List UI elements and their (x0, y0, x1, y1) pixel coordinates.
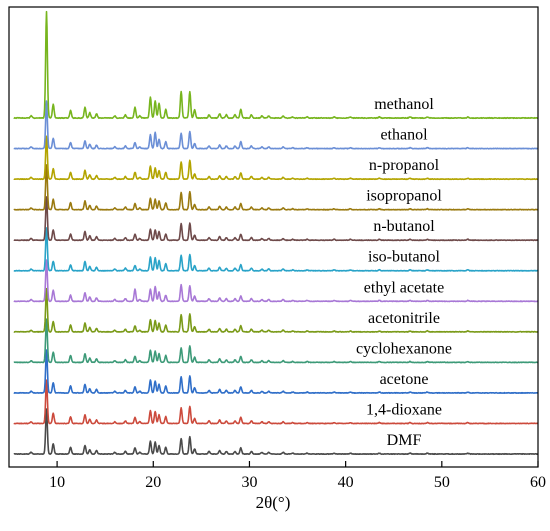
series-label: DMF (387, 432, 422, 449)
xrd-pattern-dmf (13, 408, 539, 456)
xrd-pattern-1-4-dioxane (13, 379, 539, 425)
series-label: acetonitrile (368, 310, 440, 327)
xrd-pattern-cyclohexanone (13, 318, 539, 364)
series-label: acetone (380, 371, 429, 388)
x-tick-label: 20 (145, 474, 161, 491)
series-label: n-propanol (369, 157, 440, 174)
xrd-pattern-ethyl-acetate (13, 259, 539, 303)
x-tick-layer: 10 20 30 40 50 60 (49, 461, 546, 491)
x-tick-label: 50 (434, 474, 450, 491)
xrd-pattern-n-propanol (13, 135, 539, 181)
xrd-pattern-acetonitrile (13, 287, 539, 333)
xrd-pattern-isopropanol (13, 164, 539, 211)
xrd-pattern-methanol (13, 10, 539, 120)
x-tick-label: 10 (49, 474, 65, 491)
series-label: ethyl acetate (364, 279, 444, 296)
x-tick-label: 30 (241, 474, 257, 491)
series-label: 1,4-dioxane (366, 401, 442, 418)
xrd-pattern-ethanol (13, 100, 539, 150)
xrd-pattern-n-butanol (13, 196, 539, 242)
series-layer (13, 10, 539, 456)
series-label: methanol (374, 96, 434, 113)
series-label: cyclohexanone (356, 340, 452, 357)
series-label-layer: DMF 1,4-dioxane acetone cyclohexanone aceton… (356, 96, 452, 449)
x-tick-label: 60 (530, 474, 546, 491)
x-axis-label: 2θ(°) (256, 493, 291, 512)
series-label: iso-butanol (368, 249, 441, 266)
series-label: n-butanol (373, 218, 435, 235)
xrd-pattern-acetone (13, 349, 539, 394)
plot-frame (8, 6, 539, 468)
series-label: ethanol (380, 127, 428, 144)
xrd-pattern-iso-butanol (13, 227, 539, 272)
series-label: isopropanol (366, 188, 442, 205)
x-tick-label: 40 (338, 474, 354, 491)
